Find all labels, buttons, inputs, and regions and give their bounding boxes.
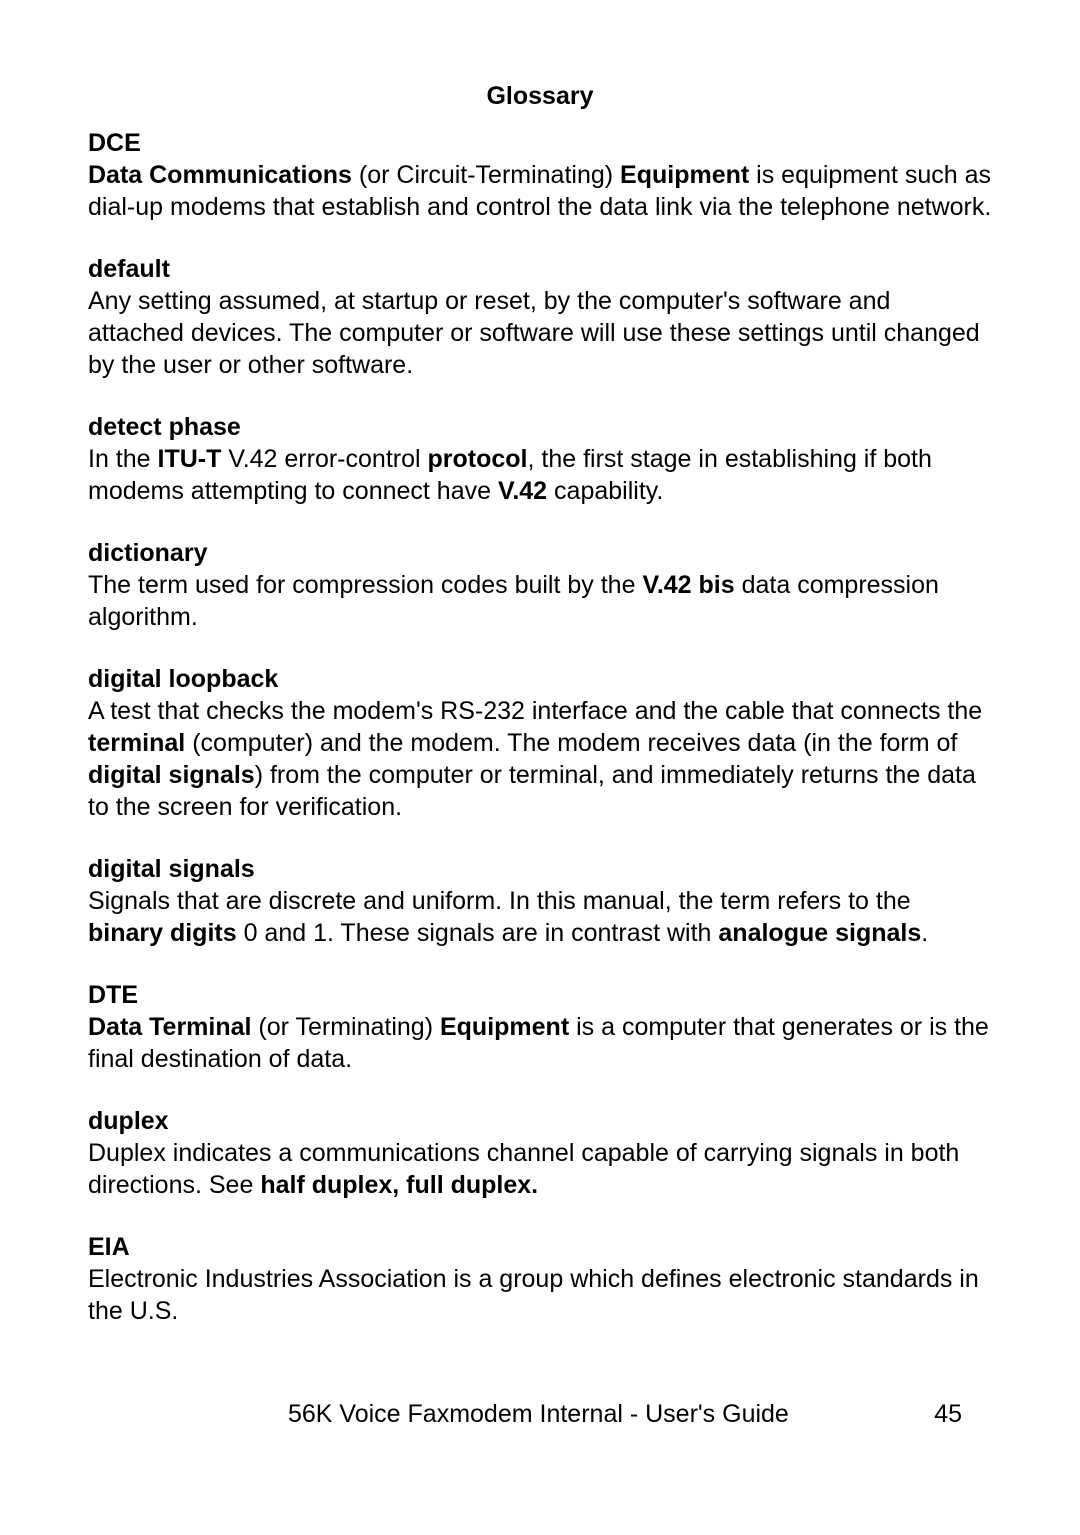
text: capability. <box>547 477 663 505</box>
bold-text: Equipment <box>440 1013 569 1041</box>
entry-eia: EIA Electronic Industries Association is… <box>88 1231 992 1327</box>
entry-dictionary: dictionary The term used for compression… <box>88 537 992 633</box>
entry-duplex: duplex Duplex indicates a communications… <box>88 1105 992 1201</box>
term: detect phase <box>88 411 992 443</box>
definition: The term used for compression codes buil… <box>88 569 992 633</box>
bold-text: V.42 bis <box>642 571 734 599</box>
definition: Data Communications (or Circuit-Terminat… <box>88 159 992 223</box>
term: dictionary <box>88 537 992 569</box>
page-footer: 56K Voice Faxmodem Internal - User's Gui… <box>88 1400 992 1429</box>
bold-text: Equipment <box>620 161 749 189</box>
bold-text: V.42 <box>498 477 547 505</box>
bold-text: digital signals <box>88 761 255 789</box>
definition: Data Terminal (or Terminating) Equipment… <box>88 1011 992 1075</box>
text: A test that checks the modem's RS-232 in… <box>88 697 982 725</box>
term: DTE <box>88 979 992 1011</box>
definition: Signals that are discrete and uniform. I… <box>88 885 992 949</box>
bold-text: analogue signals <box>718 919 921 947</box>
term: digital signals <box>88 853 992 885</box>
text: 0 and 1. These signals are in contrast w… <box>237 919 719 947</box>
bold-text: Data Communications <box>88 161 352 189</box>
text: (computer) and the modem. The modem rece… <box>185 729 957 757</box>
term: default <box>88 253 992 285</box>
definition: Duplex indicates a communications channe… <box>88 1137 992 1201</box>
term: EIA <box>88 1231 992 1263</box>
bold-text: half duplex, full duplex. <box>260 1171 538 1199</box>
bold-text: ITU-T <box>158 445 222 473</box>
term: DCE <box>88 127 992 159</box>
term: duplex <box>88 1105 992 1137</box>
footer-title: 56K Voice Faxmodem Internal - User's Gui… <box>288 1400 789 1429</box>
entry-dce: DCE Data Communications (or Circuit-Term… <box>88 127 992 223</box>
text: (or Circuit-Terminating) <box>352 161 620 189</box>
text: V.42 error-control <box>221 445 427 473</box>
text: The term used for compression codes buil… <box>88 571 642 599</box>
page-header: Glossary <box>88 82 992 111</box>
entry-digital-signals: digital signals Signals that are discret… <box>88 853 992 949</box>
footer-page-number: 45 <box>934 1400 962 1429</box>
bold-text: protocol <box>428 445 528 473</box>
text: . <box>921 919 928 947</box>
definition: Electronic Industries Association is a g… <box>88 1263 992 1327</box>
page-body: Glossary DCE Data Communications (or Cir… <box>88 82 992 1357</box>
entry-digital-loopback: digital loopback A test that checks the … <box>88 663 992 823</box>
definition: A test that checks the modem's RS-232 in… <box>88 695 992 823</box>
definition: Any setting assumed, at startup or reset… <box>88 285 992 381</box>
bold-text: Data Terminal <box>88 1013 251 1041</box>
text: (or Terminating) <box>251 1013 440 1041</box>
entry-default: default Any setting assumed, at startup … <box>88 253 992 381</box>
text: Signals that are discrete and uniform. I… <box>88 887 911 915</box>
term: digital loopback <box>88 663 992 695</box>
entry-dte: DTE Data Terminal (or Terminating) Equip… <box>88 979 992 1075</box>
bold-text: binary digits <box>88 919 237 947</box>
definition: In the ITU-T V.42 error-control protocol… <box>88 443 992 507</box>
entry-detect-phase: detect phase In the ITU-T V.42 error-con… <box>88 411 992 507</box>
bold-text: terminal <box>88 729 185 757</box>
text: In the <box>88 445 158 473</box>
